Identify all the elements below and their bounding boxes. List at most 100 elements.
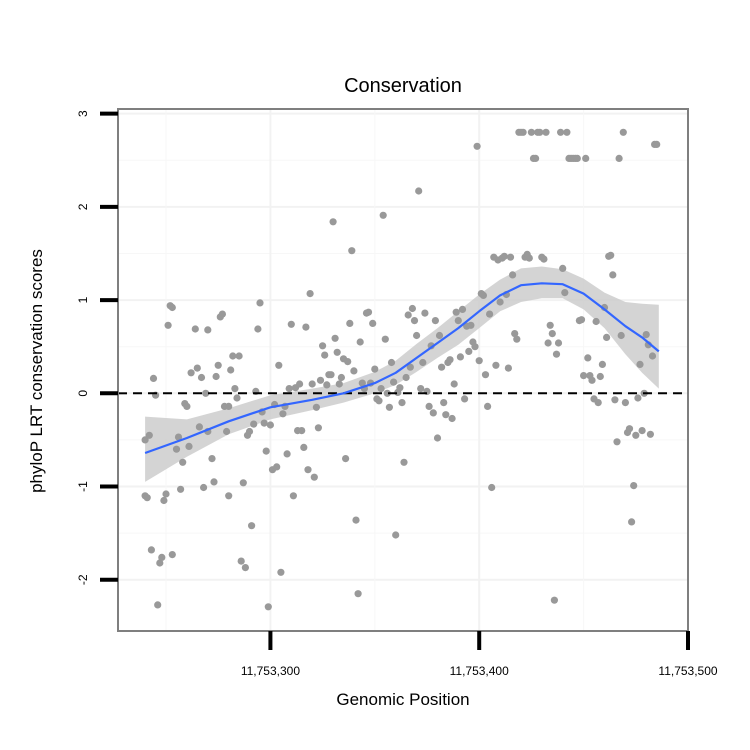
data-point — [235, 352, 243, 360]
data-point — [406, 363, 414, 371]
data-point — [329, 218, 337, 226]
data-point — [283, 450, 291, 458]
data-point — [308, 380, 316, 388]
data-point — [195, 423, 203, 431]
x-axis: 11,753,300 11,753,400 11,753,500 — [241, 631, 718, 678]
confidence-ribbon — [145, 266, 659, 482]
data-point — [306, 290, 314, 298]
data-point — [402, 373, 410, 382]
data-point — [214, 361, 222, 369]
data-point — [452, 308, 460, 316]
data-point — [381, 335, 389, 343]
data-point — [488, 483, 496, 492]
data-point — [613, 438, 621, 446]
x-axis-label: Genomic Position — [336, 690, 469, 709]
data-point — [648, 352, 657, 360]
data-point — [210, 478, 218, 486]
data-point — [237, 557, 245, 565]
data-point — [333, 348, 341, 356]
data-point — [621, 399, 630, 407]
data-point — [183, 402, 191, 410]
y-tick-label: 1 — [76, 296, 90, 303]
data-point — [615, 154, 623, 162]
data-point — [392, 531, 400, 539]
data-point — [185, 442, 193, 450]
data-point — [298, 427, 306, 435]
data-point — [356, 338, 364, 346]
data-point — [486, 310, 494, 318]
data-point — [548, 330, 556, 338]
data-point — [331, 334, 339, 342]
data-point — [337, 373, 345, 382]
data-point — [323, 381, 331, 389]
y-tick-label: 0 — [76, 390, 90, 397]
data-point — [413, 331, 421, 340]
plot-border — [117, 108, 689, 632]
data-point — [617, 331, 625, 340]
data-point — [481, 371, 490, 379]
y-tick-label: -2 — [76, 574, 90, 585]
data-point — [417, 385, 425, 393]
data-point — [508, 271, 517, 279]
data-point — [304, 466, 312, 474]
data-point — [557, 128, 565, 136]
data-point — [335, 380, 343, 388]
data-point — [383, 389, 391, 397]
data-point — [371, 365, 379, 373]
data-point — [212, 372, 220, 381]
y-tick-label: 3 — [76, 110, 90, 117]
y-tick-label: 2 — [76, 203, 90, 210]
data-point — [379, 211, 387, 219]
data-point — [438, 363, 446, 371]
data-point — [532, 154, 540, 162]
data-point — [573, 154, 581, 162]
x-tick-label: 11,753,300 — [241, 664, 300, 678]
data-point — [525, 254, 533, 262]
data-point — [582, 154, 590, 162]
data-point — [256, 299, 264, 307]
data-point — [162, 490, 170, 498]
data-point — [607, 251, 615, 259]
data-point — [239, 479, 247, 487]
data-point — [396, 384, 404, 392]
data-point — [628, 518, 636, 526]
data-point — [479, 291, 487, 299]
data-point — [350, 367, 358, 375]
data-point — [398, 399, 406, 407]
data-point — [245, 427, 254, 436]
data-point — [314, 424, 322, 432]
y-tick-label: -1 — [76, 481, 90, 492]
data-point — [484, 402, 492, 410]
data-points — [141, 128, 661, 611]
data-point — [302, 323, 310, 331]
data-point — [248, 522, 256, 530]
data-point — [187, 369, 195, 377]
data-point — [344, 358, 352, 366]
y-axis-label: phyloP LRT conservation scores — [27, 249, 46, 493]
data-point — [594, 399, 602, 407]
data-point — [387, 358, 396, 367]
data-point — [260, 419, 268, 427]
data-point — [506, 253, 515, 261]
data-point — [231, 385, 239, 393]
data-point — [596, 372, 604, 381]
data-point — [164, 321, 172, 329]
data-point — [218, 310, 226, 318]
data-point — [603, 333, 611, 341]
data-point — [500, 252, 508, 260]
data-point — [287, 320, 295, 328]
data-point — [467, 321, 475, 329]
data-point — [143, 494, 151, 502]
data-point — [375, 397, 383, 405]
data-point — [156, 559, 164, 567]
data-point — [300, 443, 308, 451]
data-point — [346, 319, 354, 327]
data-point — [638, 427, 646, 435]
data-point — [202, 389, 210, 397]
data-point — [504, 364, 512, 372]
data-point — [471, 343, 479, 351]
data-point — [364, 308, 373, 316]
data-point — [440, 399, 448, 407]
x-tick-label: 11,753,400 — [450, 664, 509, 678]
data-point — [312, 403, 320, 411]
